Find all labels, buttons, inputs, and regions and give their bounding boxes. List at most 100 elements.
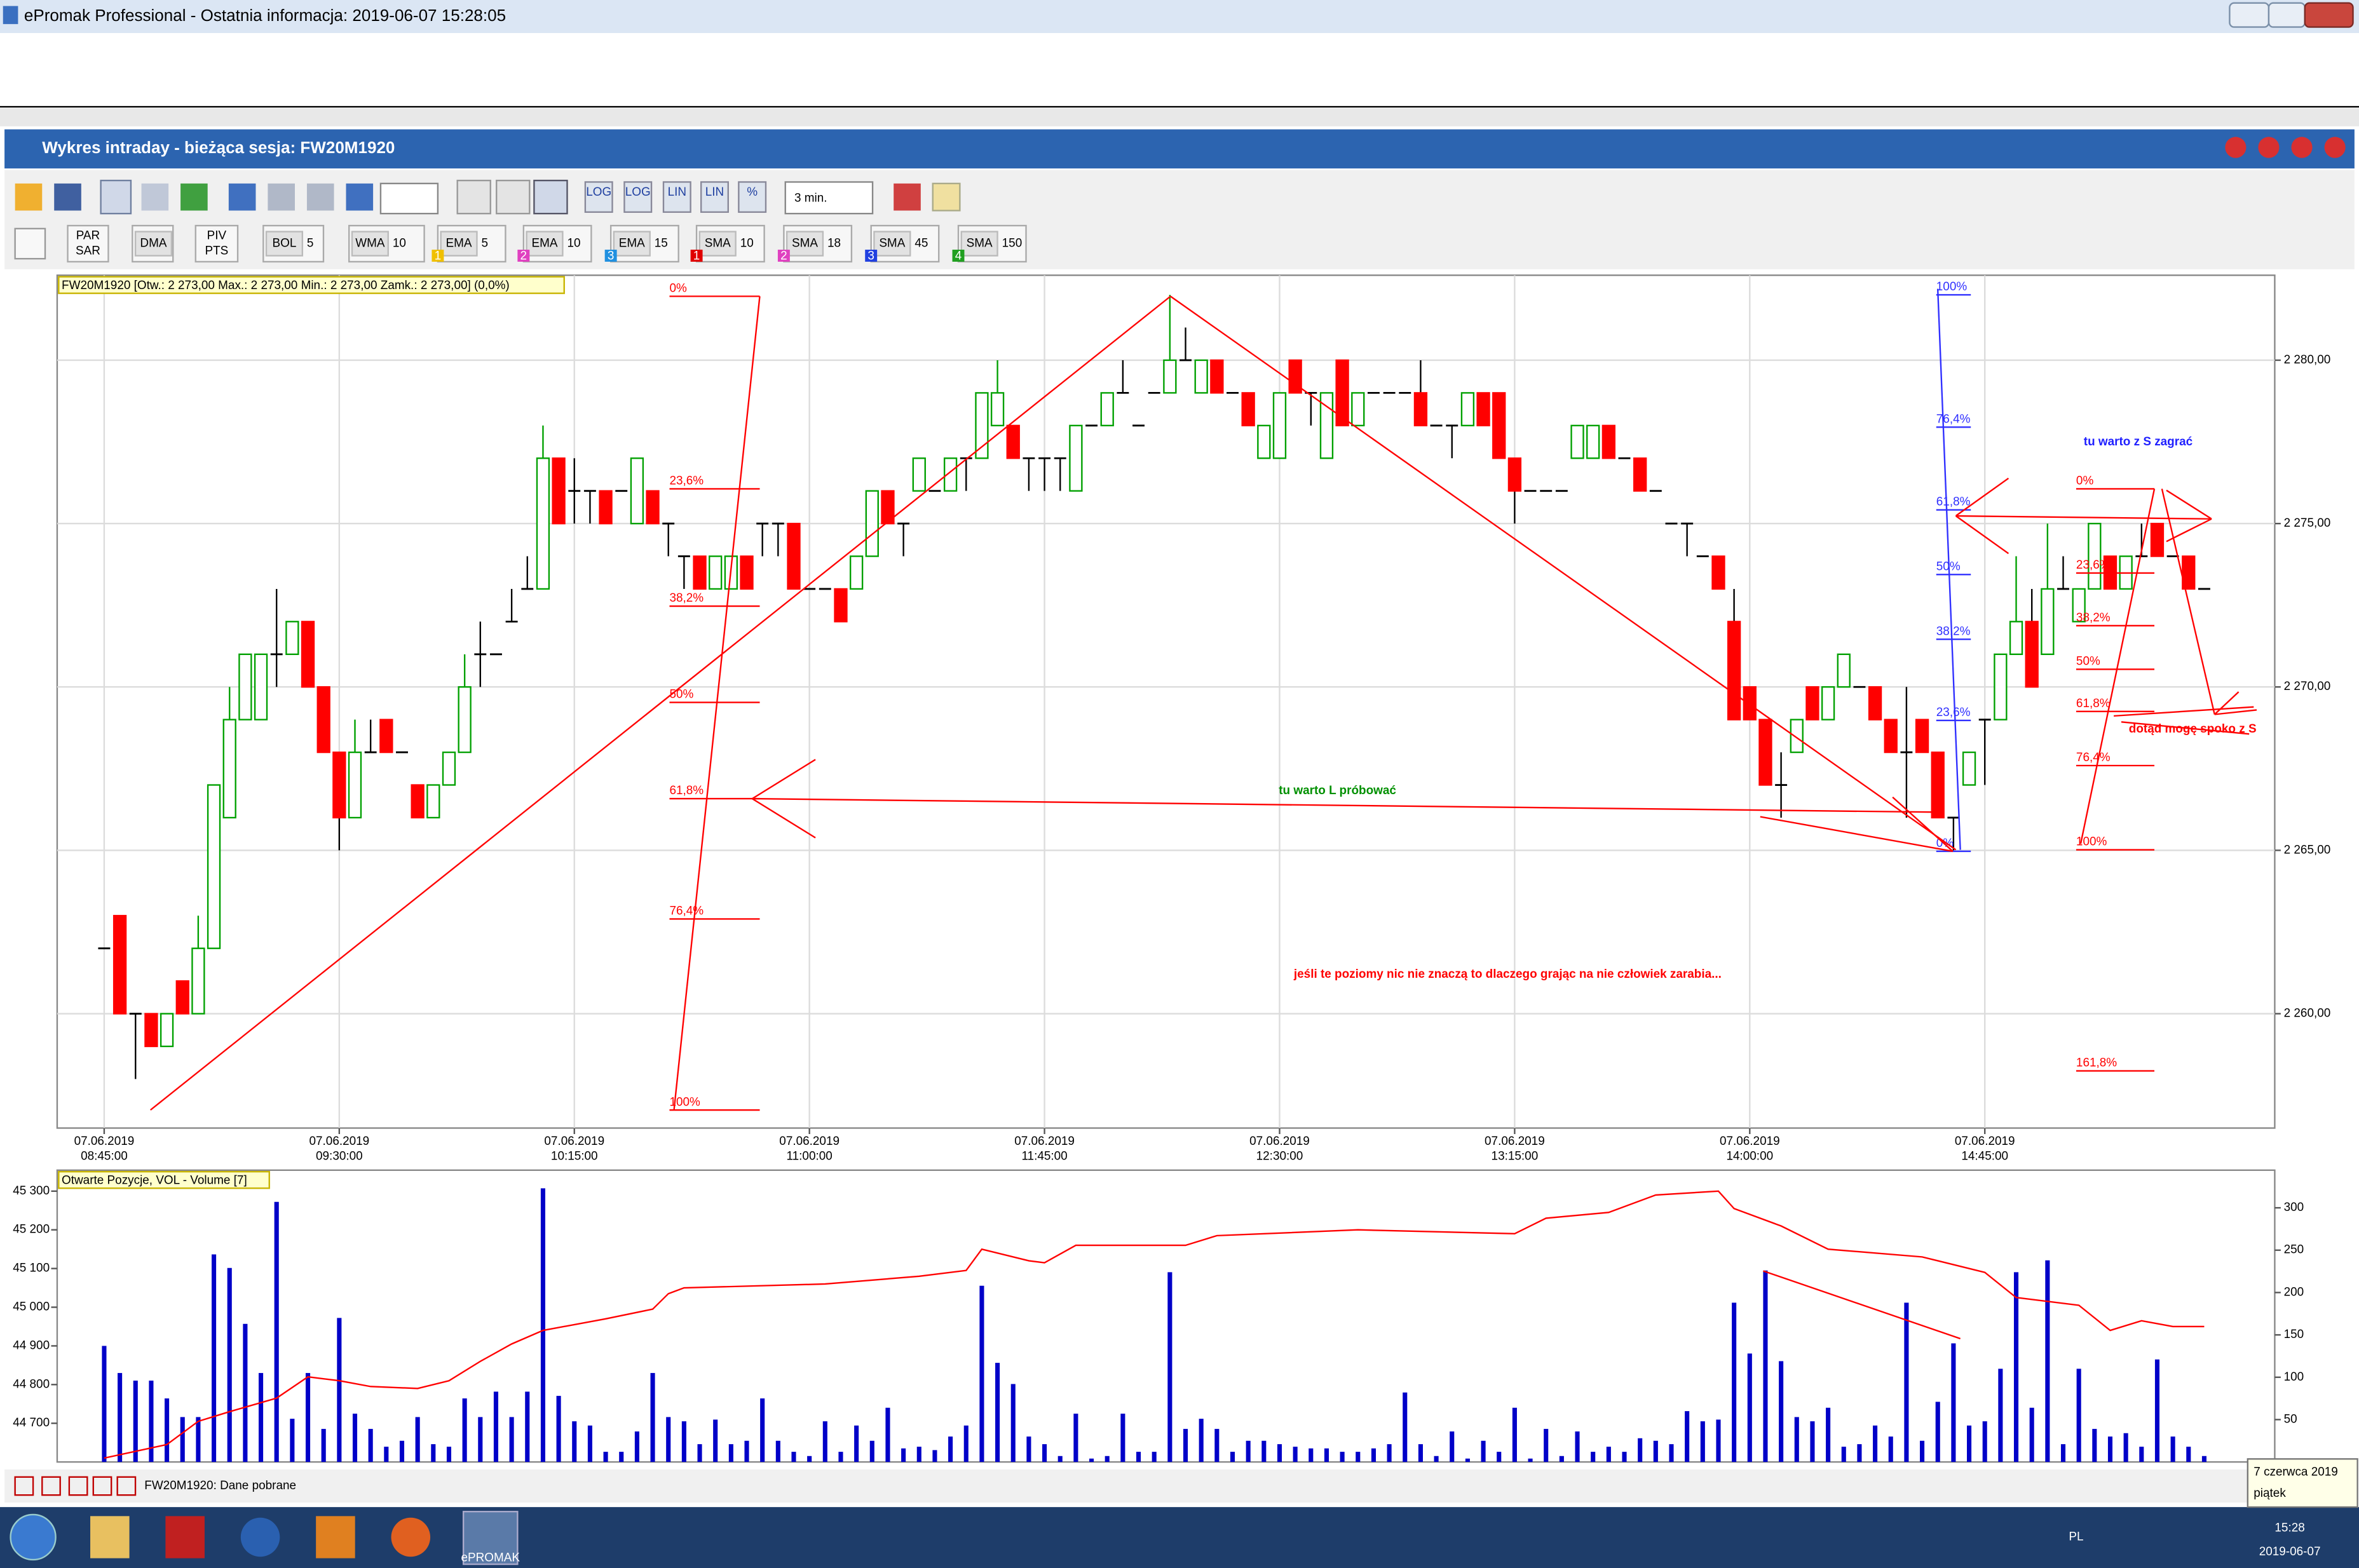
chart-window-controls[interactable] <box>2225 137 2346 158</box>
app-epromak[interactable] <box>462 1511 519 1565</box>
volume-bar <box>1261 1440 1267 1463</box>
candle-body <box>348 751 362 819</box>
line-chart-icon[interactable] <box>456 179 491 215</box>
palette-icon[interactable] <box>894 183 921 211</box>
interval-select[interactable] <box>784 181 874 215</box>
volume-bar <box>2201 1456 2207 1463</box>
status-icon[interactable] <box>116 1476 137 1496</box>
tool-icon[interactable] <box>100 179 132 215</box>
volume-bar <box>1057 1456 1063 1463</box>
close-button[interactable] <box>2304 2 2354 28</box>
candle-body <box>2150 522 2165 557</box>
indicator-badge <box>777 249 790 262</box>
app-3g[interactable] <box>240 1517 280 1557</box>
volume-bar <box>1732 1302 1737 1463</box>
volume-bar <box>603 1452 608 1463</box>
y2-tick-label: 150 <box>2284 1328 2304 1341</box>
status-icon[interactable] <box>92 1476 112 1496</box>
candle-body <box>943 457 958 492</box>
bar-chart-icon[interactable] <box>496 179 531 215</box>
fib-line <box>2079 489 2156 844</box>
volume-bar <box>1826 1407 1831 1463</box>
open-icon[interactable] <box>15 183 43 211</box>
volume-bar <box>916 1447 921 1463</box>
candle-body <box>1790 719 1804 754</box>
x-tick-label: 07.06.2019 <box>1955 1135 2015 1148</box>
candle-body <box>2182 555 2196 590</box>
indicator-button[interactable] <box>67 224 109 263</box>
window-button[interactable] <box>2225 137 2247 158</box>
refresh-icon[interactable] <box>180 183 208 211</box>
zoom-in-icon[interactable] <box>268 183 295 211</box>
candle-body <box>1241 392 1255 426</box>
edit-icon[interactable] <box>932 182 961 212</box>
x-tick-label: 07.06.2019 <box>1485 1135 1545 1148</box>
app-label: ePROMAK <box>461 1551 520 1565</box>
mini-button[interactable] <box>662 181 691 213</box>
legend-box <box>58 1171 270 1189</box>
status-bar <box>4 1469 2355 1503</box>
candle-body <box>1868 686 1882 720</box>
app-pdf[interactable] <box>165 1516 205 1558</box>
indicator-button[interactable] <box>194 224 239 263</box>
minimize-button[interactable] <box>2229 2 2270 28</box>
fib-label: 61,8% <box>1936 496 1971 509</box>
indicator-badge <box>690 249 703 262</box>
window-button[interactable] <box>2258 137 2280 158</box>
nav-icon[interactable] <box>228 183 256 211</box>
fib-label: 76,4% <box>2076 751 2111 764</box>
volume-bar <box>1371 1448 1376 1463</box>
volume-bar <box>760 1398 765 1463</box>
window-button[interactable] <box>2324 137 2346 158</box>
candle-body <box>1460 392 1475 426</box>
status-icon[interactable] <box>14 1476 34 1496</box>
status-icon[interactable] <box>68 1476 88 1496</box>
select[interactable] <box>379 182 439 215</box>
candle-body <box>881 490 895 525</box>
indicator-badge <box>604 249 617 262</box>
date-tooltip <box>2247 1458 2358 1508</box>
volume-bar <box>2123 1433 2128 1463</box>
arrow-line <box>2161 489 2215 715</box>
volume-bar <box>290 1419 295 1463</box>
candle-chart-icon[interactable] <box>533 179 568 215</box>
nav-icon[interactable] <box>346 183 374 211</box>
volume-bar <box>180 1417 185 1463</box>
zoom-out-icon[interactable] <box>306 183 334 211</box>
app-explorer[interactable] <box>90 1516 130 1558</box>
volume-bar <box>431 1444 436 1463</box>
arrow-head <box>2166 489 2212 520</box>
arrow-head <box>2214 709 2257 715</box>
start-button[interactable] <box>10 1513 57 1561</box>
y2-tick-label: 100 <box>2284 1370 2304 1384</box>
volume-bar <box>212 1254 217 1463</box>
volume-bar <box>1575 1431 1580 1463</box>
tool-icon[interactable] <box>141 183 169 211</box>
volume-bar <box>650 1373 655 1463</box>
app-media[interactable] <box>316 1516 355 1558</box>
candle-body <box>646 490 660 525</box>
status-icon[interactable] <box>41 1476 61 1496</box>
fib-label: 38,2% <box>2076 611 2111 625</box>
maximize-button[interactable] <box>2267 2 2306 28</box>
mini-button[interactable] <box>700 181 729 213</box>
indicator-icon[interactable] <box>14 227 46 260</box>
candle-body <box>1805 686 1819 720</box>
candle-body <box>238 653 252 720</box>
mini-button[interactable] <box>738 181 767 213</box>
save-icon[interactable] <box>54 183 81 211</box>
app-firefox[interactable] <box>391 1517 431 1557</box>
mini-button[interactable] <box>623 181 653 213</box>
candle-body <box>552 457 566 525</box>
arrow-head <box>752 798 816 839</box>
indicator-label: SMA <box>705 237 731 250</box>
x-tick-label: 08:45:00 <box>81 1150 128 1163</box>
mini-button[interactable] <box>584 181 613 213</box>
candle-body <box>1633 457 1647 492</box>
candle-body <box>1915 719 1929 754</box>
window-button[interactable] <box>2291 137 2313 158</box>
volume-bar <box>2154 1359 2160 1463</box>
window-controls[interactable] <box>2229 2 2354 28</box>
indicator-label: SMA <box>792 237 818 250</box>
volume-bar <box>243 1323 248 1463</box>
